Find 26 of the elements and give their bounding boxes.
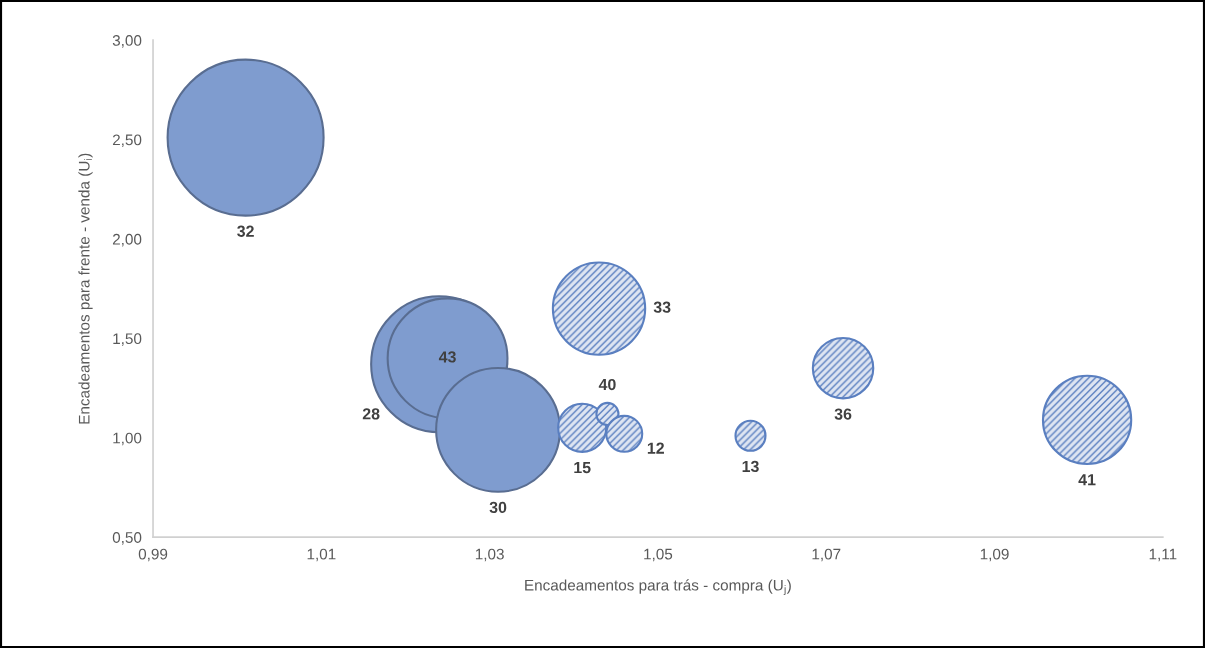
y-axis-title: Encadeamentos para frente - venda (U$_{i}$) — [78, 153, 93, 424]
series-label: 12 — [647, 442, 664, 454]
series-label: 28 — [362, 408, 380, 420]
y-tick-label: 1,50 — [113, 333, 142, 346]
x-axis-title: Encadeamentos para trás - compra (U$_{j}$) — [525, 579, 791, 596]
x-tick-label: 1,07 — [812, 548, 841, 562]
x-tick-label: 1,01 — [307, 548, 336, 562]
y-tick-label: 3,00 — [112, 35, 142, 48]
series-label: 36 — [834, 408, 852, 420]
series-label: 41 — [1078, 474, 1096, 486]
series-label: 43 — [438, 351, 456, 363]
series-label: 13 — [742, 460, 759, 473]
x-tick-label: 1,03 — [475, 548, 504, 562]
series-label: 15 — [574, 462, 591, 474]
x-tick-label: 1,09 — [980, 548, 1009, 562]
series-label: 40 — [598, 378, 616, 391]
y-tick-label: 0,50 — [112, 532, 142, 545]
x-tick-label: 1,11 — [1149, 548, 1177, 562]
series-label: 33 — [653, 301, 671, 313]
y-tick-label: 2,00 — [112, 233, 142, 247]
series-label: 30 — [489, 501, 507, 514]
series-label: 32 — [237, 225, 254, 237]
y-tick-label: 2,50 — [112, 134, 142, 148]
y-tick-label: 1,00 — [113, 432, 142, 446]
x-tick-label: 0,99 — [138, 548, 168, 562]
x-tick-label: 1,05 — [644, 548, 673, 562]
